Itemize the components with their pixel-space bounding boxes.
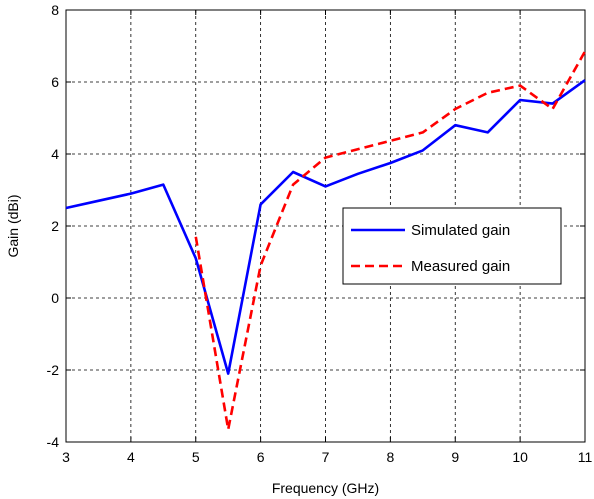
- x-tick-label: 4: [127, 449, 135, 465]
- y-tick-label: 0: [51, 290, 59, 306]
- legend-box: [342, 207, 562, 285]
- legend: Simulated gain Measured gain: [342, 207, 562, 285]
- legend-label: Measured gain: [411, 258, 510, 275]
- y-tick-label: -4: [47, 434, 60, 450]
- y-tick-label: 4: [51, 146, 59, 162]
- x-tick-label: 8: [386, 449, 394, 465]
- x-tick-label: 6: [257, 449, 265, 465]
- y-tick-label: 2: [51, 218, 59, 234]
- legend-label: Simulated gain: [411, 222, 510, 239]
- y-tick-label: 6: [51, 74, 59, 90]
- x-tick-label: 11: [578, 449, 593, 465]
- x-tick-label: 10: [512, 449, 528, 465]
- x-tick-label: 3: [62, 449, 70, 465]
- series-lines: [65, 50, 587, 431]
- y-axis-label: Gain (dBi): [5, 194, 21, 257]
- x-tick-label: 5: [192, 449, 200, 465]
- y-tick-label: 8: [51, 2, 59, 18]
- x-axis-label: Frequency (GHz): [272, 480, 379, 496]
- series-line-simulated: [65, 79, 586, 375]
- y-tick-label: -2: [47, 362, 60, 378]
- ticks: 3 4 5 6 7 8 9 10 11 -4 -2 0 2 4 6 8: [47, 2, 593, 465]
- x-tick-label: 9: [451, 449, 459, 465]
- series-line-measured: [194, 50, 587, 431]
- x-tick-label: 7: [322, 449, 330, 465]
